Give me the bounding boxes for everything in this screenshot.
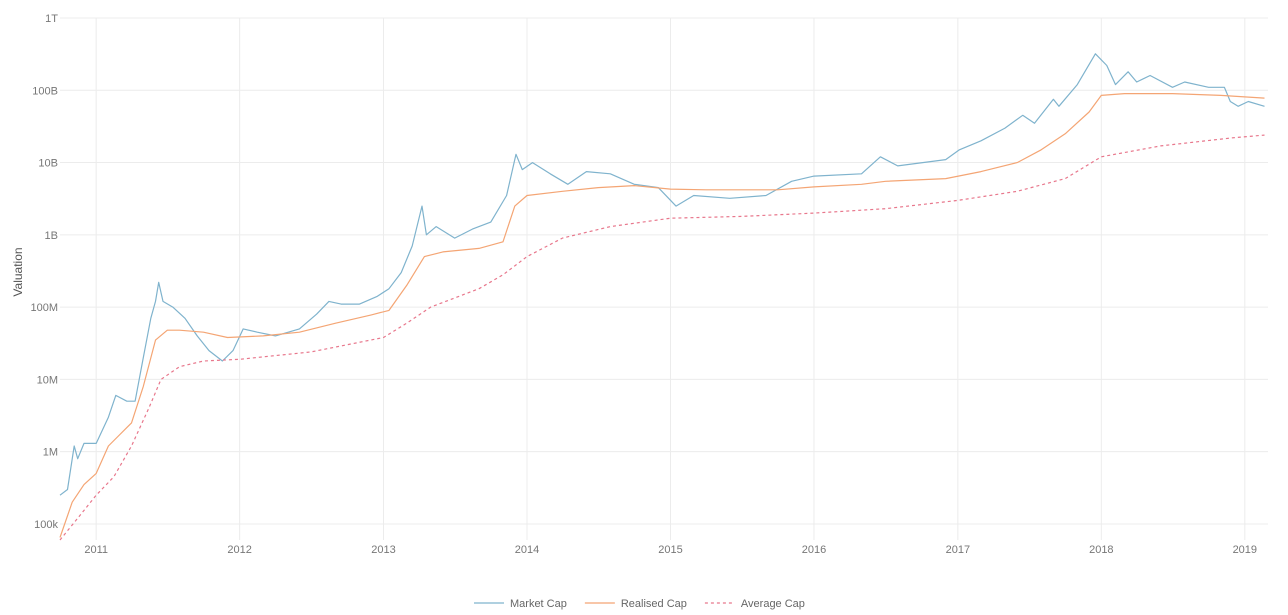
grid-lines [60,17,1268,540]
legend-label: Realised Cap [621,598,687,610]
x-tick-label: 2018 [1089,544,1113,556]
series-line-market-cap [59,53,1265,496]
y-tick-label: 1M [43,447,58,459]
x-axis: 2011 2012 2013 2014 2015 2016 2017 2018 2019 [84,544,1257,556]
y-tick-label: 1B [45,230,58,242]
series-line-average-cap [59,134,1265,541]
y-tick-label: 10B [38,158,58,170]
y-tick-label: 10M [37,374,58,386]
legend-item-market-cap: Market Cap [474,598,567,610]
x-tick-label: 2016 [802,544,826,556]
series-layer [59,53,1265,541]
legend-item-realised-cap: Realised Cap [584,598,687,610]
legend: Market Cap Realised Cap Average Cap [474,598,805,610]
x-tick-label: 2014 [515,544,539,556]
legend-item-average-cap: Average Cap [704,598,805,610]
y-tick-label: 100B [32,85,58,97]
x-tick-label: 2011 [84,544,108,556]
series-line-realised-cap [59,93,1265,538]
y-tick-label: 1T [45,13,58,25]
y-axis-title: Valuation [11,247,25,296]
x-tick-label: 2013 [371,544,395,556]
y-axis: 100k 1M 10M 100M 1B 10B 100B 1T [30,13,58,531]
x-tick-label: 2019 [1233,544,1257,556]
x-tick-label: 2017 [946,544,970,556]
y-tick-label: 100M [30,302,58,314]
y-tick-label: 100k [34,519,58,531]
x-tick-label: 2015 [658,544,682,556]
x-tick-label: 2012 [227,544,251,556]
legend-label: Average Cap [741,598,805,610]
legend-label: Market Cap [510,598,567,610]
